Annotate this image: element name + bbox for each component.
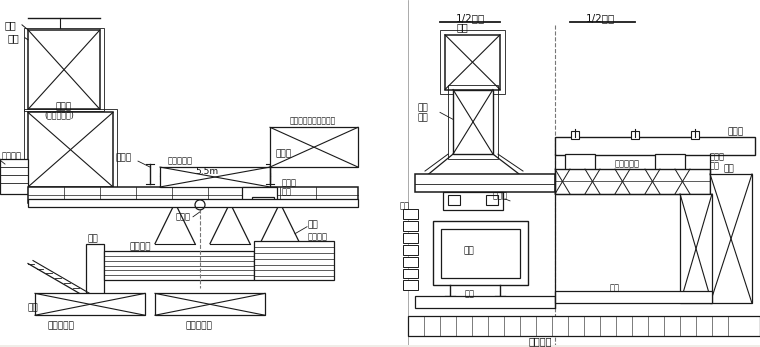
Bar [571,131,579,139]
Text: 前吊杆: 前吊杆 [276,150,292,159]
Bar [555,169,710,194]
Text: 吊架: 吊架 [308,220,318,229]
Bar [710,174,752,303]
Bar [35,293,145,315]
Text: 压重: 压重 [457,22,469,32]
Text: 斜梯: 斜梯 [28,304,39,313]
Text: 前长架（附脚手平台）: 前长架（附脚手平台） [290,117,336,126]
Text: 前短架: 前短架 [710,153,725,162]
Bar [254,241,334,280]
Text: 侧模: 侧模 [88,234,99,243]
Bar [28,112,113,187]
Text: 锚固结构: 锚固结构 [2,152,22,161]
Text: 底模平台: 底模平台 [528,336,552,346]
Bar [28,199,358,207]
Text: 1/2前视: 1/2前视 [585,13,615,23]
Bar [403,209,418,219]
Text: 底模: 底模 [610,283,620,292]
Bar [445,35,500,90]
Bar [408,0,760,345]
Text: 吊架及横联: 吊架及横联 [615,160,640,169]
Bar [691,131,699,139]
Bar [242,187,277,203]
Text: 斜梯: 斜梯 [400,201,410,210]
Text: 压重: 压重 [5,20,17,30]
Text: 结构: 结构 [417,113,428,122]
Bar [448,85,498,159]
Text: 内模: 内模 [463,246,473,255]
Text: 1/2后视: 1/2后视 [455,13,485,23]
Text: 后支承横架: 后支承横架 [48,322,75,331]
Bar [270,127,358,167]
Bar [655,154,685,170]
Text: 垫座: 垫座 [710,162,720,171]
Bar [680,194,712,303]
Bar [555,291,712,303]
Bar [24,109,117,190]
Text: 5.5m: 5.5m [195,167,218,176]
Bar [160,167,270,187]
Bar [403,269,418,278]
Bar [415,174,555,192]
Text: 张拉平台: 张拉平台 [308,232,328,241]
Bar [433,221,528,286]
Bar [408,316,760,336]
Bar [24,28,104,111]
Bar [631,131,639,139]
Bar [565,154,595,170]
Bar [0,159,28,194]
Text: 前短架: 前短架 [282,178,297,187]
Bar [453,90,493,154]
Bar [440,30,505,94]
Bar [403,280,418,290]
Bar [252,197,274,205]
Text: 锚固: 锚固 [417,103,428,112]
Text: 悬吊侧横架: 悬吊侧横架 [168,156,193,166]
Bar [0,0,408,345]
Bar [28,187,358,203]
Bar [486,195,498,205]
Bar [555,137,755,155]
Bar [441,229,520,278]
Bar [403,256,418,266]
Bar [443,192,503,210]
Bar [86,244,104,298]
Text: 底模: 底模 [465,289,475,298]
Text: 底模平台: 底模平台 [130,242,151,251]
Text: (附脚手平台): (附脚手平台) [44,110,74,119]
Text: 后吊杆: 后吊杆 [115,154,131,163]
Bar [403,245,418,255]
Text: 垫座: 垫座 [282,187,292,196]
Text: 前长架: 前长架 [727,128,743,137]
Bar [104,251,254,280]
Text: 走行轮: 走行轮 [176,212,191,221]
Bar [403,221,418,231]
Text: 压重: 压重 [8,33,20,43]
Bar [155,293,265,315]
Bar [415,296,555,308]
Bar [403,233,418,243]
Bar [28,30,100,109]
Text: 后长架: 后长架 [55,102,71,111]
Text: 后轮架: 后轮架 [493,192,508,201]
Bar [448,195,460,205]
Text: 前支承横架: 前支承横架 [185,322,212,331]
Text: 侧模: 侧模 [723,164,733,174]
